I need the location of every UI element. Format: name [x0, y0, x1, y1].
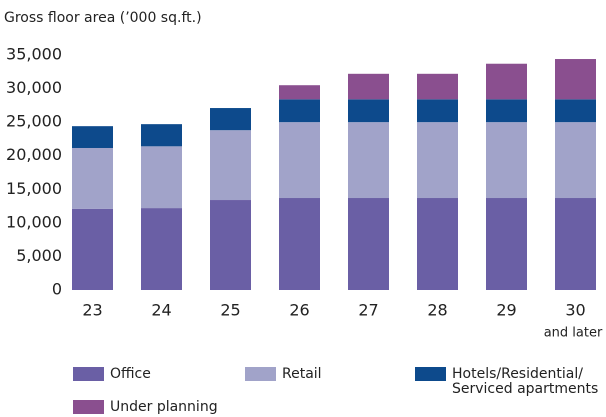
y-axis-label: Gross floor area (’000 sq.ft.)	[4, 10, 202, 26]
bar-segment	[279, 122, 320, 199]
bar-segment	[72, 126, 113, 148]
bar-segment	[417, 198, 458, 290]
bar-segment	[486, 198, 527, 290]
bar-segment	[417, 99, 458, 123]
y-tick-label: 20,000	[6, 145, 62, 164]
legend-swatch	[73, 400, 104, 414]
bar-segment	[348, 198, 389, 290]
bar-segment	[279, 85, 320, 100]
x-tick-label: 24	[151, 301, 171, 320]
bar-segment	[555, 59, 596, 100]
y-tick-label: 5,000	[16, 246, 62, 265]
bar-segment	[72, 147, 113, 209]
bar-segment	[555, 122, 596, 199]
bar-segment	[555, 99, 596, 123]
bar-segment	[417, 122, 458, 199]
annotation: and later	[544, 326, 603, 341]
x-tick-label: 25	[220, 301, 240, 320]
x-tick-label: 29	[496, 301, 516, 320]
bar-segment	[279, 99, 320, 123]
legend-label: Office	[110, 366, 151, 382]
bar-segment	[348, 122, 389, 199]
bar-segment	[279, 198, 320, 290]
bar-segment	[348, 99, 389, 123]
y-tick-label: 15,000	[6, 179, 62, 198]
bar-segment	[210, 108, 251, 131]
bar-segment	[141, 124, 182, 147]
legend-label: Hotels/Residential/Serviced apartments	[452, 366, 598, 397]
bar-segment	[486, 63, 527, 100]
bar-segment	[141, 146, 182, 209]
bar-segment	[141, 208, 182, 290]
y-tick-label: 25,000	[6, 112, 62, 131]
x-tick-label: 28	[427, 301, 447, 320]
bar-segment	[210, 130, 251, 201]
legend-swatch	[73, 367, 104, 381]
x-tick-label: 27	[358, 301, 378, 320]
x-tick-label: 30	[565, 301, 585, 320]
legend-swatch	[245, 367, 276, 381]
y-tick-label: 30,000	[6, 78, 62, 97]
legend-label: Retail	[282, 366, 322, 382]
y-tick-label: 35,000	[6, 45, 62, 64]
legend-label: Under planning	[110, 399, 218, 415]
bar-segment	[486, 99, 527, 123]
y-tick-label: 0	[52, 280, 62, 299]
bar-segment	[417, 73, 458, 100]
x-tick-label: 23	[82, 301, 102, 320]
bar-segment	[555, 198, 596, 290]
bar-segment	[348, 73, 389, 100]
legend-swatch	[415, 367, 446, 381]
x-tick-label: 26	[289, 301, 309, 320]
bar-segment	[210, 200, 251, 290]
bar-segment	[72, 208, 113, 290]
y-tick-label: 10,000	[6, 212, 62, 231]
bar-segment	[486, 122, 527, 199]
